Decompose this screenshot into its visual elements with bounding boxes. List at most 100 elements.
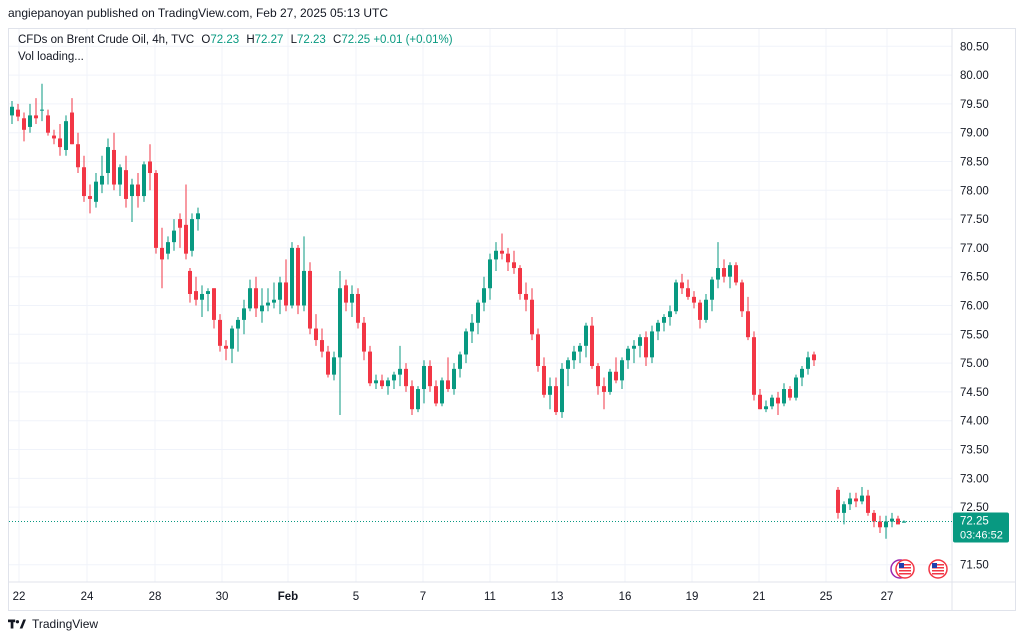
candle-body bbox=[806, 357, 810, 369]
x-tick-label[interactable]: 5 bbox=[353, 591, 359, 603]
candle-body bbox=[668, 311, 672, 318]
candle bbox=[674, 279, 678, 315]
y-tick-label[interactable]: 74.50 bbox=[960, 387, 989, 399]
y-tick-label[interactable]: 79.00 bbox=[960, 128, 989, 140]
x-tick-label[interactable]: 30 bbox=[216, 591, 229, 603]
y-tick-label[interactable]: 73.00 bbox=[960, 473, 989, 485]
candle-body bbox=[212, 288, 216, 320]
candle bbox=[40, 83, 44, 122]
candle bbox=[842, 501, 846, 525]
candle bbox=[320, 328, 324, 358]
candle bbox=[212, 288, 216, 329]
candle bbox=[416, 386, 420, 413]
candle bbox=[88, 184, 92, 214]
candle bbox=[94, 173, 98, 208]
candle bbox=[602, 377, 606, 410]
economic-event-us-flag-icon[interactable] bbox=[890, 559, 915, 579]
candle-body bbox=[332, 357, 336, 375]
x-tick-label[interactable]: 11 bbox=[484, 591, 496, 603]
candle bbox=[734, 262, 738, 286]
candle bbox=[872, 509, 876, 528]
x-tick-label[interactable]: 25 bbox=[820, 591, 833, 603]
high-value: 72.27 bbox=[254, 34, 284, 46]
candle bbox=[52, 129, 56, 145]
candle-body bbox=[710, 279, 714, 300]
candle-body bbox=[188, 270, 192, 294]
candle-body bbox=[248, 288, 252, 309]
candle bbox=[356, 288, 360, 329]
x-tick-label[interactable]: 16 bbox=[619, 591, 632, 603]
candle bbox=[668, 305, 672, 326]
last-price-tag[interactable]: 72.25 03:46:52 bbox=[953, 512, 1009, 543]
y-tick-label[interactable]: 80.50 bbox=[960, 41, 989, 53]
candle-body bbox=[148, 161, 152, 174]
candle-body bbox=[124, 170, 128, 199]
candle bbox=[386, 377, 390, 395]
candle-body bbox=[344, 285, 348, 303]
candle bbox=[800, 365, 804, 387]
candle bbox=[884, 515, 888, 539]
x-tick-label[interactable]: 21 bbox=[753, 591, 766, 603]
candle bbox=[338, 270, 342, 415]
candle bbox=[512, 250, 516, 274]
y-tick-label[interactable]: 74.00 bbox=[960, 416, 989, 428]
y-tick-label[interactable]: 73.50 bbox=[960, 445, 989, 457]
y-tick-label[interactable]: 76.00 bbox=[960, 301, 989, 313]
y-tick-label[interactable]: 78.50 bbox=[960, 156, 989, 168]
candle-body bbox=[34, 115, 38, 119]
footer-brand[interactable]: TradingView bbox=[8, 617, 98, 631]
candle bbox=[46, 109, 50, 136]
candle bbox=[452, 363, 456, 395]
symbol-info[interactable]: CFDs on Brent Crude Oil, 4h, TVC bbox=[18, 34, 195, 46]
candle-body bbox=[578, 345, 582, 352]
candle-body bbox=[142, 164, 146, 197]
candle-body bbox=[106, 147, 110, 174]
candle bbox=[124, 155, 128, 208]
candle-body bbox=[512, 262, 516, 269]
x-tick-label[interactable]: 27 bbox=[881, 591, 894, 603]
candle-body bbox=[716, 268, 720, 280]
candle bbox=[518, 265, 522, 300]
x-tick-label[interactable]: 22 bbox=[13, 591, 26, 603]
candle-body bbox=[82, 167, 86, 197]
y-tick-label[interactable]: 75.50 bbox=[960, 329, 989, 341]
y-tick-label[interactable]: 79.50 bbox=[960, 99, 989, 111]
y-tick-label[interactable]: 72.50 bbox=[960, 502, 989, 514]
candle bbox=[206, 288, 210, 312]
candle-body bbox=[686, 288, 690, 297]
candle-body bbox=[626, 348, 630, 361]
candle-body bbox=[452, 368, 456, 390]
candle-body bbox=[728, 265, 732, 277]
candle-body bbox=[602, 386, 606, 392]
candle bbox=[58, 124, 62, 156]
candle-body bbox=[290, 247, 294, 306]
x-tick-label[interactable]: 24 bbox=[81, 591, 94, 603]
x-tick-label[interactable]: 19 bbox=[686, 591, 699, 603]
low-label: L bbox=[290, 34, 298, 46]
candle-body bbox=[230, 328, 234, 349]
x-tick-label[interactable]: 28 bbox=[149, 591, 162, 603]
candle bbox=[34, 98, 38, 125]
candle bbox=[788, 386, 792, 401]
y-tick-label[interactable]: 78.00 bbox=[960, 185, 989, 197]
open-value: 72.23 bbox=[210, 34, 240, 46]
economic-event-us-flag-icon[interactable] bbox=[928, 559, 948, 579]
candle-body bbox=[266, 302, 270, 306]
y-tick-label[interactable]: 77.00 bbox=[960, 243, 989, 255]
candle bbox=[476, 299, 480, 335]
y-tick-label[interactable]: 77.50 bbox=[960, 214, 989, 226]
candle-body bbox=[88, 196, 92, 199]
candle-body bbox=[112, 149, 116, 185]
x-tick-label[interactable]: Feb bbox=[278, 591, 298, 603]
y-tick-label[interactable]: 80.00 bbox=[960, 70, 989, 82]
candle bbox=[106, 138, 110, 185]
candle bbox=[410, 380, 414, 415]
x-tick-label[interactable]: 13 bbox=[551, 591, 564, 603]
y-tick-label[interactable]: 75.00 bbox=[960, 358, 989, 370]
y-tick-label[interactable]: 76.50 bbox=[960, 272, 989, 284]
y-tick-label[interactable]: 71.50 bbox=[960, 560, 989, 572]
x-tick-label[interactable]: 7 bbox=[420, 591, 426, 603]
candle-body bbox=[740, 282, 744, 312]
candle-body bbox=[368, 351, 372, 384]
